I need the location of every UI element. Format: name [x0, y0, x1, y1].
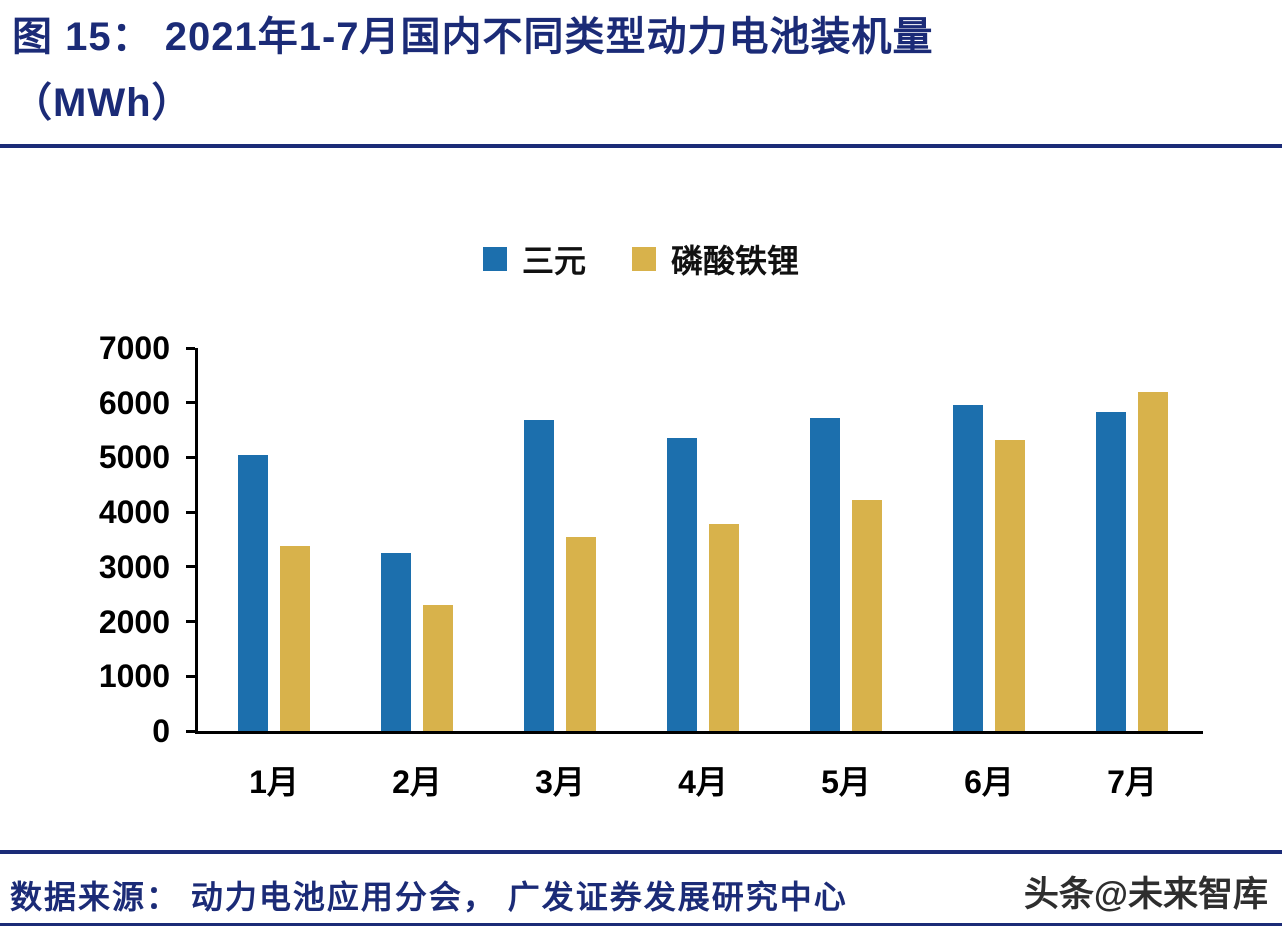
legend-label: 磷酸铁锂	[671, 243, 800, 279]
y-tick-label: 0	[152, 713, 170, 749]
bar-group	[1096, 348, 1168, 731]
bar-group	[238, 348, 310, 731]
bar-group	[524, 348, 596, 731]
bar-series-0	[810, 417, 840, 731]
top-divider	[0, 144, 1282, 148]
x-tick-label: 2月	[392, 764, 442, 800]
x-tick-label: 5月	[821, 764, 871, 800]
watermark-text: 头条@未来智库	[1023, 875, 1268, 914]
y-tick-mark	[186, 565, 195, 569]
bar-series-1	[852, 500, 882, 731]
x-tick-label: 7月	[1107, 764, 1157, 800]
legend-item: 磷酸铁锂	[632, 236, 799, 282]
y-tick-mark	[186, 510, 195, 514]
bar-group	[953, 348, 1025, 731]
y-tick-mark	[186, 729, 195, 733]
y-tick-mark	[186, 455, 195, 459]
bar-series-0	[1096, 412, 1126, 731]
x-tick-label: 3月	[535, 764, 585, 800]
y-axis: 0 1000 2000 3000 4000 5000 6000 7000	[0, 332, 170, 747]
y-tick-label: 4000	[98, 494, 170, 531]
bar-series-0	[524, 420, 554, 731]
y-tick-mark	[186, 401, 195, 405]
bar-series-1	[566, 536, 596, 731]
bar-series-0	[238, 454, 268, 731]
y-tick-label: 1000	[98, 658, 170, 695]
x-tick-label: 1月	[249, 764, 299, 800]
y-tick-label: 5000	[98, 439, 170, 476]
bar-series-1	[1138, 391, 1168, 731]
footer-divider	[0, 850, 1282, 854]
legend-label: 三元	[521, 243, 586, 279]
y-tick-label: 6000	[98, 384, 170, 421]
figure-title: 图 15： 2021年1-7月国内不同类型动力电池装机量 （MWh）	[12, 4, 934, 136]
figure-title-line1: 图 15： 2021年1-7月国内不同类型动力电池装机量	[12, 15, 934, 59]
figure-title-line2: （MWh）	[12, 81, 193, 125]
legend-swatch-icon	[482, 247, 507, 271]
y-tick-mark	[186, 620, 195, 624]
y-tick-mark	[186, 674, 195, 678]
x-tick-label: 6月	[964, 764, 1014, 800]
bar-series-1	[423, 604, 453, 731]
bar-series-0	[667, 438, 697, 731]
legend-swatch-icon	[632, 247, 656, 271]
y-tick-label: 3000	[98, 548, 170, 585]
bar-series-1	[280, 545, 310, 731]
y-tick-mark	[186, 346, 195, 350]
bar-group	[381, 348, 453, 731]
y-tick-label: 7000	[98, 330, 170, 366]
x-tick-label: 4月	[678, 764, 728, 800]
legend-item: 三元	[482, 236, 586, 282]
bar-group	[667, 348, 739, 731]
bar-series-0	[953, 405, 983, 731]
bar-series-0	[381, 553, 411, 731]
bottom-divider	[0, 923, 1282, 926]
bar-series-1	[995, 439, 1025, 731]
y-tick-label: 2000	[98, 603, 170, 640]
plot-area: 1月 2月 3月 4月 5月 6月 7月	[186, 346, 1203, 800]
bar-group	[810, 348, 882, 731]
legend: 三元 磷酸铁锂	[0, 236, 1282, 282]
data-source-text: 数据来源： 动力电池应用分会， 广发证券发展研究中心	[10, 879, 848, 915]
bar-series-1	[709, 524, 739, 731]
